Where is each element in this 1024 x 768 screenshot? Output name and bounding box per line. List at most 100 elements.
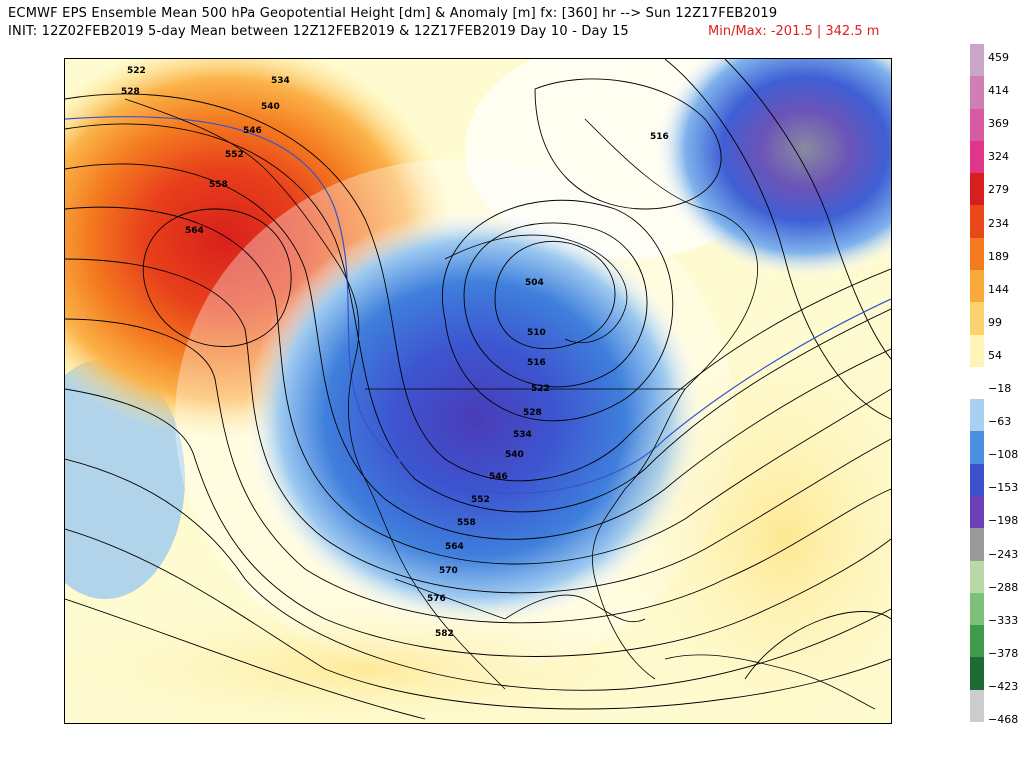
contour-line	[65, 123, 891, 513]
contour-closed-low	[463, 222, 648, 388]
legend-swatch	[970, 496, 984, 529]
legend-swatch	[970, 302, 984, 336]
contour-label: 534	[513, 430, 532, 440]
contour-label: 516	[527, 358, 546, 368]
min-max-readout: Min/Max: -201.5 | 342.5 m	[708, 24, 880, 39]
legend-tick-label: −333	[988, 613, 1019, 627]
legend-tick-label: −153	[988, 481, 1019, 495]
legend-swatch	[970, 237, 984, 271]
contour-line	[65, 206, 891, 565]
legend-swatch	[970, 399, 984, 432]
anomaly-map: 522 528 534 540 546 552 558 564 516 504 …	[64, 58, 892, 724]
contour-label: 582	[435, 629, 454, 639]
legend-swatch	[970, 44, 984, 77]
legend-swatch	[970, 560, 984, 594]
contour-label: 546	[243, 126, 262, 136]
atlantic-coastline	[584, 118, 758, 680]
contour-label: 570	[439, 566, 458, 576]
legend-tick-label: −18	[988, 382, 1012, 395]
legend-swatch	[970, 689, 984, 723]
legend-tick-label: 369	[988, 117, 1009, 131]
contour-label: 522	[127, 66, 146, 76]
contour-label: 528	[523, 408, 542, 418]
contour-line	[744, 611, 891, 680]
header: ECMWF EPS Ensemble Mean 500 hPa Geopoten…	[8, 4, 1018, 44]
contour-line	[65, 258, 891, 594]
legend-tick-label: 234	[988, 216, 1009, 230]
legend-colorbar	[970, 44, 984, 723]
contour-label: 510	[527, 328, 546, 338]
contour-line	[65, 458, 891, 691]
legend-tick-label: 324	[988, 150, 1009, 164]
contour-label: 522	[531, 384, 550, 394]
legend-tick-label: 144	[988, 282, 1009, 296]
contour-closed-low	[442, 199, 674, 422]
contour-line	[534, 78, 722, 210]
atlantic-positive-anomaly	[605, 319, 891, 723]
contour-line	[65, 163, 891, 540]
legend-swatch	[970, 270, 984, 303]
legend-swatch	[970, 76, 984, 110]
legend-tick-label: −468	[988, 713, 1019, 726]
contour-label: 528	[121, 87, 140, 97]
legend-swatch	[970, 205, 984, 239]
legend-swatch	[970, 431, 984, 465]
contour-label: 564	[445, 542, 464, 552]
legend-swatch	[970, 173, 984, 206]
us-mexico-border	[394, 578, 506, 620]
contour-line	[65, 598, 426, 720]
legend-swatch	[970, 463, 984, 497]
contour-label: 564	[185, 226, 204, 236]
legend-tick-label: −423	[988, 679, 1019, 693]
legend-swatch	[970, 625, 984, 658]
title-line: ECMWF EPS Ensemble Mean 500 hPa Geopoten…	[8, 6, 778, 21]
negative-anomaly-trough	[245, 209, 705, 629]
contour-line	[65, 318, 891, 624]
height-contours	[65, 59, 891, 720]
contour-label: 540	[505, 450, 524, 460]
gulf-coastline	[504, 594, 646, 623]
coastlines	[124, 98, 876, 710]
legend-tick-label: 54	[988, 348, 1002, 362]
legend-tick-label: −243	[988, 547, 1019, 561]
contour-line	[65, 528, 891, 710]
legend-tick-label: 414	[988, 84, 1009, 98]
contour-label: 516	[650, 132, 669, 142]
init-line: INIT: 12Z02FEB2019 5-day Mean between 12…	[8, 24, 629, 39]
contour-closed-high	[142, 208, 292, 347]
greenland-negative-anomaly	[655, 59, 891, 279]
hudson-bay-outline	[444, 234, 628, 343]
legend-tick-label: 459	[988, 51, 1009, 64]
legend-tick-label: −198	[988, 514, 1019, 528]
legend-tick-label: 189	[988, 249, 1009, 263]
contour-label: 534	[271, 76, 290, 86]
south-positive-anomaly	[65, 599, 705, 723]
contour-label: 546	[489, 472, 508, 482]
legend-swatch	[970, 657, 984, 691]
contour-label: 504	[525, 278, 544, 288]
legend-tick-label: 279	[988, 183, 1009, 197]
legend-tick-label: −108	[988, 448, 1019, 462]
legend-tick-label: −288	[988, 580, 1019, 594]
legend-swatch	[970, 108, 984, 142]
map-canvas: 522 528 534 540 546 552 558 564 516 504 …	[65, 59, 891, 723]
contour-label: 576	[427, 594, 446, 604]
reference-contour	[65, 116, 891, 494]
contour-label: 558	[457, 518, 476, 528]
legend-tick-label: 99	[988, 315, 1002, 329]
contour-label: 552	[471, 495, 490, 505]
contour-label: 552	[225, 150, 244, 160]
color-legend: 459 414 369 324 279 234 189 144 99 54 −18 −63 −108 −1…	[966, 44, 1024, 726]
caribbean-outline	[664, 654, 876, 710]
contour-line	[724, 59, 891, 360]
contour-line	[664, 59, 891, 420]
contour-label: 558	[209, 180, 228, 190]
contour-line	[65, 93, 891, 482]
contour-line	[65, 388, 891, 657]
contour-closed-low	[494, 240, 616, 350]
contour-label: 540	[261, 102, 280, 112]
legend-swatch	[970, 334, 984, 368]
pacific-coastline	[124, 98, 506, 690]
contour-labels: 522 528 534 540 546 552 558 564 516 504 …	[121, 66, 669, 639]
legend-swatch	[970, 528, 984, 562]
